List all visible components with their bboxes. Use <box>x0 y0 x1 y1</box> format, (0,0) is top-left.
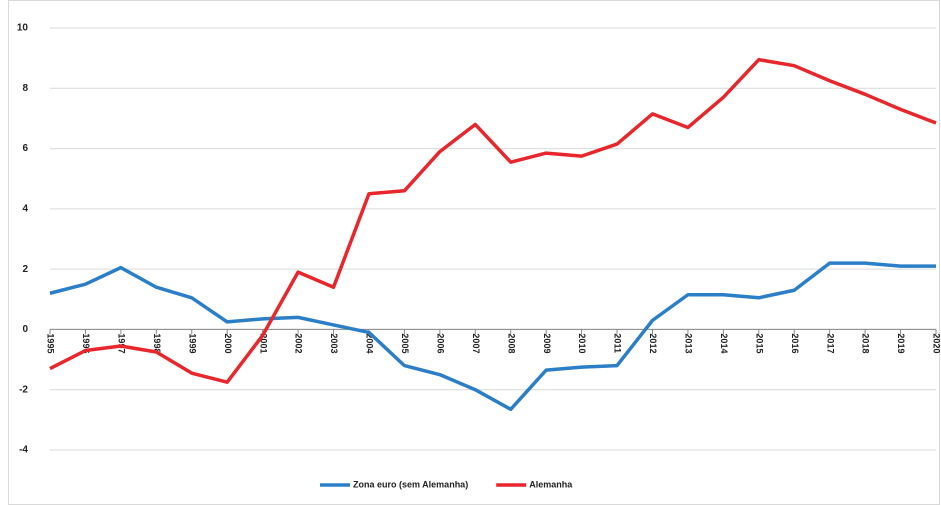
x-tick-label: 1999 <box>187 333 197 353</box>
x-tick-label: 2020 <box>932 333 941 353</box>
y-tick-label: 8 <box>22 83 28 94</box>
x-tick-label: 2008 <box>506 333 516 353</box>
x-tick-label: 1998 <box>152 333 162 353</box>
legend-label: Zona euro (sem Alemanha) <box>353 479 468 489</box>
x-tick-label: 2013 <box>684 333 694 353</box>
x-tick-label: 2014 <box>719 333 729 353</box>
series-line <box>49 57 937 384</box>
x-tick-label: 2003 <box>329 333 339 353</box>
x-tick-label: 2005 <box>400 333 410 353</box>
x-tick-label: 2007 <box>471 333 481 353</box>
x-tick-label: 1996 <box>81 333 91 353</box>
x-tick-label: 2017 <box>825 333 835 353</box>
x-tick-label: 1997 <box>117 333 127 353</box>
x-tick-label: 2006 <box>435 333 445 353</box>
x-tick-label: 2004 <box>365 333 375 353</box>
series-line <box>49 261 936 412</box>
legend-label: Alemanha <box>529 479 573 489</box>
y-tick-label: -2 <box>19 384 28 395</box>
x-tick-label: 2009 <box>542 333 552 353</box>
y-tick-label: 2 <box>22 264 28 275</box>
x-tick-label: 2010 <box>577 333 587 353</box>
x-tick-label: 2016 <box>790 333 800 353</box>
x-tick-label: 2012 <box>648 333 658 353</box>
x-tick-label: 2000 <box>223 333 233 353</box>
x-tick-label: 2019 <box>896 333 906 353</box>
x-tick-label: 2015 <box>754 333 764 353</box>
y-tick-label: 6 <box>22 143 28 154</box>
y-tick-label: -4 <box>19 445 28 456</box>
x-tick-label: 2002 <box>294 333 304 353</box>
x-tick-label: 1995 <box>46 333 56 353</box>
x-tick-label: 2018 <box>861 333 871 353</box>
x-tick-label: 2011 <box>613 333 623 353</box>
chart-frame <box>8 0 940 505</box>
y-tick-label: 4 <box>22 203 28 214</box>
y-tick-label: 10 <box>17 23 29 34</box>
x-tick-label: 2001 <box>258 333 268 353</box>
y-tick-label: 0 <box>22 324 28 335</box>
